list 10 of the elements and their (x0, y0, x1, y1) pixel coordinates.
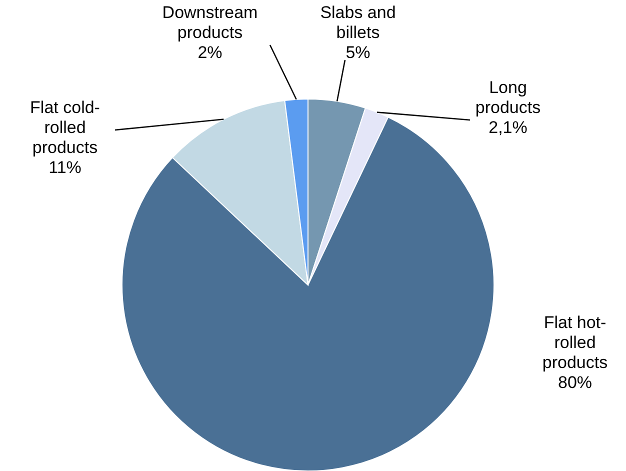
data-label: 11% (48, 158, 82, 177)
data-label: 80% (558, 373, 592, 392)
data-label: 5% (346, 43, 370, 62)
slice-label: Flat cold-rolled products (30, 98, 100, 157)
slice-label: Slabs and billets (320, 3, 396, 42)
data-label: 2% (198, 43, 222, 62)
data-label: 2,1% (488, 118, 528, 137)
slice-label: Downstream products (162, 3, 258, 42)
slice-label: Flat hot-rolled products (542, 313, 608, 372)
slice-label: Long products (475, 78, 541, 117)
